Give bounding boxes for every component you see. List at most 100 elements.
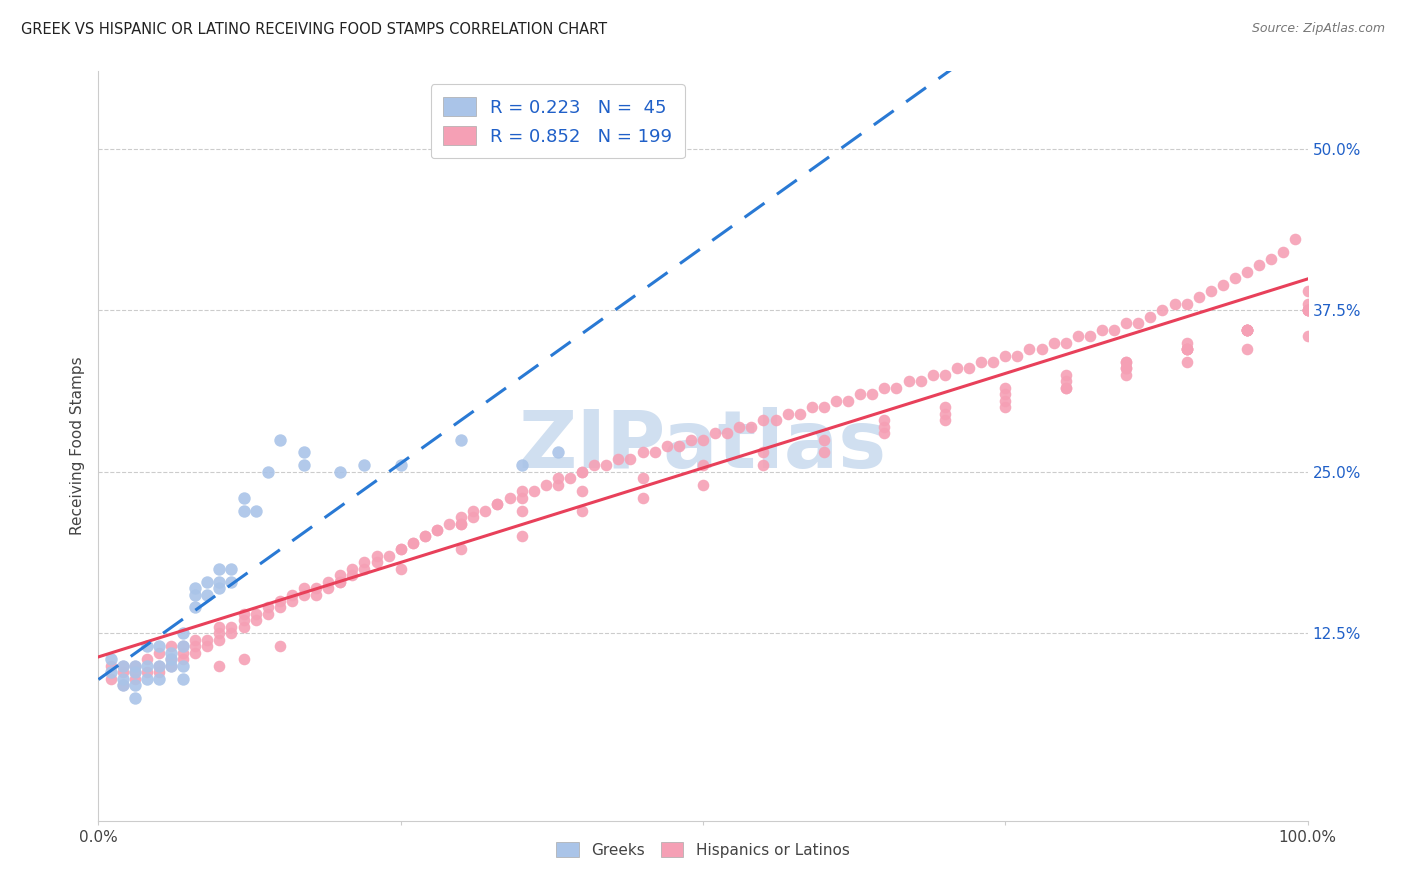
Point (232, 491, 254, 505)
Point (160, 646, 183, 660)
Point (329, 568, 352, 582)
Point (934, 401, 956, 415)
Point (1236, 323, 1258, 337)
Text: ZIPatlas: ZIPatlas (519, 407, 887, 485)
Point (389, 562, 412, 576)
Point (825, 393, 848, 408)
Point (1296, 303, 1319, 318)
Point (1175, 355, 1198, 369)
Point (510, 529, 533, 543)
Point (208, 620, 231, 634)
Point (269, 600, 291, 615)
Point (631, 491, 654, 505)
Point (934, 368, 956, 382)
Point (172, 626, 194, 640)
Point (752, 458, 775, 473)
Point (1175, 342, 1198, 356)
Point (1115, 361, 1137, 376)
Point (873, 413, 896, 427)
Point (1188, 290, 1211, 304)
Point (292, 458, 315, 473)
Point (124, 690, 146, 705)
Point (813, 401, 835, 415)
Point (873, 381, 896, 395)
Point (221, 574, 243, 589)
Point (1296, 284, 1319, 298)
Point (776, 407, 799, 421)
Text: GREEK VS HISPANIC OR LATINO RECEIVING FOOD STAMPS CORRELATION CHART: GREEK VS HISPANIC OR LATINO RECEIVING FO… (21, 22, 607, 37)
Point (583, 458, 606, 473)
Point (510, 484, 533, 499)
Point (1054, 335, 1077, 350)
Point (269, 433, 291, 447)
Point (135, 658, 157, 673)
Point (184, 646, 207, 660)
Point (752, 413, 775, 427)
Point (148, 639, 170, 653)
Point (1260, 252, 1282, 266)
Point (813, 433, 835, 447)
Point (1236, 323, 1258, 337)
Point (474, 503, 496, 517)
Point (437, 516, 460, 531)
Point (1212, 277, 1234, 292)
Point (353, 562, 375, 576)
Point (1054, 381, 1077, 395)
Point (813, 445, 835, 459)
Point (245, 607, 267, 621)
Point (571, 465, 593, 479)
Point (208, 562, 231, 576)
Point (1115, 316, 1137, 330)
Point (886, 381, 908, 395)
Point (353, 458, 375, 473)
Point (1091, 323, 1114, 337)
Point (292, 588, 315, 602)
Point (172, 639, 194, 653)
Point (752, 445, 775, 459)
Point (463, 510, 485, 524)
Point (1236, 342, 1258, 356)
Point (994, 381, 1017, 395)
Point (897, 375, 920, 389)
Point (994, 393, 1017, 408)
Legend: Greeks, Hispanics or Latinos: Greeks, Hispanics or Latinos (548, 834, 858, 865)
Point (329, 574, 352, 589)
Point (377, 549, 399, 563)
Point (208, 581, 231, 595)
Point (873, 419, 896, 434)
Point (692, 433, 714, 447)
Point (292, 581, 315, 595)
Point (1128, 316, 1150, 330)
Point (860, 387, 883, 401)
Point (921, 368, 943, 382)
Point (1018, 342, 1040, 356)
Point (1175, 342, 1198, 356)
Point (1296, 329, 1319, 343)
Point (124, 678, 146, 692)
Point (135, 639, 157, 653)
Point (692, 458, 714, 473)
Point (800, 401, 823, 415)
Point (1054, 375, 1077, 389)
Point (450, 433, 472, 447)
Point (245, 503, 267, 517)
Point (631, 471, 654, 485)
Point (160, 639, 183, 653)
Point (232, 620, 254, 634)
Point (619, 451, 641, 466)
Point (124, 665, 146, 679)
Point (1296, 303, 1319, 318)
Point (195, 639, 218, 653)
Point (160, 652, 183, 666)
Point (111, 678, 134, 692)
Point (208, 632, 231, 647)
Point (934, 413, 956, 427)
Point (510, 491, 533, 505)
Point (849, 387, 872, 401)
Point (1152, 303, 1174, 318)
Point (172, 652, 194, 666)
Point (269, 639, 291, 653)
Point (100, 652, 122, 666)
Point (1236, 323, 1258, 337)
Point (221, 620, 243, 634)
